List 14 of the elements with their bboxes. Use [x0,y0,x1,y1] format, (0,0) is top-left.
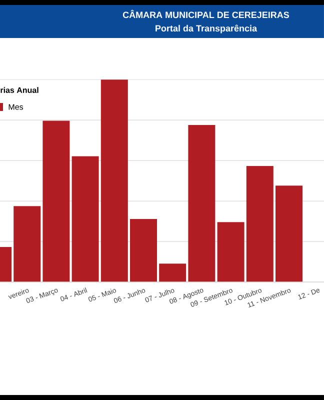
bar [188,124,216,282]
bar [72,156,99,282]
bar [246,166,274,282]
bar [217,222,244,282]
bar [42,120,70,282]
legend-title: rias Anual [0,87,38,93]
bar [130,219,157,282]
chart-title: CÂMARA MUNICIPAL DE CEREJEIRAS [122,10,290,18]
bar [159,264,186,282]
bar [100,80,128,282]
bar [14,206,41,282]
chart-subtitle: Portal da Transparência [156,24,258,34]
legend-label: Mes [8,104,24,110]
bar [275,186,302,282]
